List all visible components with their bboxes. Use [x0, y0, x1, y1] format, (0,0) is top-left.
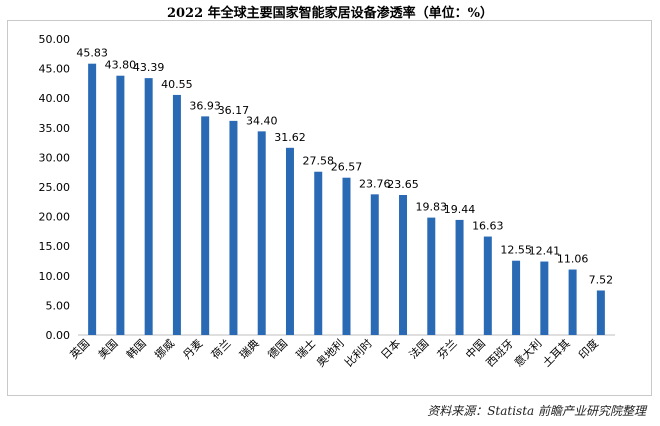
- category-label: 印度: [576, 336, 601, 361]
- y-tick-label: 45.00: [39, 63, 71, 76]
- data-label: 31.62: [274, 131, 306, 144]
- y-tick-label: 40.00: [39, 92, 71, 105]
- data-label: 43.80: [105, 59, 137, 72]
- bar: [370, 194, 379, 335]
- data-label: 40.55: [161, 78, 193, 91]
- category-label: 意大利: [511, 336, 544, 369]
- bar: [314, 171, 323, 335]
- category-label: 奥地利: [313, 336, 346, 369]
- y-tick-label: 15.00: [39, 240, 71, 253]
- category-label: 英国: [67, 336, 92, 361]
- category-label: 比利时: [342, 337, 375, 370]
- bar: [512, 260, 521, 335]
- data-label: 12.55: [500, 244, 532, 257]
- chart-title: 2022 年全球主要国家智能家居设备渗透率（单位：%）: [166, 6, 494, 21]
- category-label: 中国: [463, 337, 488, 362]
- bar: [483, 236, 492, 335]
- data-label: 19.44: [444, 203, 476, 216]
- bar: [285, 147, 294, 335]
- y-tick-label: 50.00: [39, 33, 71, 46]
- bar: [540, 261, 549, 335]
- category-label: 瑞典: [236, 336, 261, 361]
- data-label: 16.63: [472, 220, 504, 233]
- category-label: 法国: [406, 336, 431, 361]
- category-label: 瑞士: [293, 336, 318, 361]
- data-label: 43.39: [133, 61, 165, 74]
- bar: [257, 131, 266, 335]
- bar: [229, 120, 238, 335]
- data-label: 27.58: [302, 155, 334, 168]
- data-label: 45.83: [76, 47, 108, 60]
- y-tick-label: 10.00: [39, 270, 71, 283]
- category-label: 韩国: [123, 336, 148, 361]
- bar: [568, 269, 577, 335]
- bar: [427, 217, 436, 335]
- bar: [399, 194, 408, 335]
- data-label: 19.83: [416, 201, 448, 214]
- y-tick-label: 35.00: [39, 122, 71, 135]
- category-label: 土耳其: [540, 337, 573, 370]
- category-label: 荷兰: [209, 337, 234, 362]
- bar: [88, 63, 97, 335]
- bar: [342, 177, 351, 335]
- bar: [144, 78, 153, 336]
- data-label: 12.41: [529, 245, 561, 258]
- data-label: 7.52: [589, 273, 614, 286]
- y-tick-label: 25.00: [39, 181, 71, 194]
- data-label: 11.06: [557, 253, 589, 266]
- category-label: 芬兰: [435, 337, 460, 362]
- source-note: 资料来源：Statista 前瞻产业研究院整理: [427, 404, 646, 418]
- y-tick-label: 20.00: [39, 211, 71, 224]
- bar: [172, 94, 181, 335]
- category-label: 西班牙: [484, 337, 517, 370]
- data-label: 34.40: [246, 114, 278, 127]
- y-tick-label: 0.00: [46, 329, 71, 342]
- bar: [455, 219, 464, 335]
- data-label: 36.93: [189, 99, 221, 112]
- category-label: 丹麦: [181, 337, 206, 362]
- bar: [201, 116, 210, 336]
- data-label: 23.76: [359, 177, 391, 190]
- category-label: 美国: [96, 337, 121, 362]
- bar: [596, 290, 605, 335]
- y-tick-label: 5.00: [46, 299, 71, 312]
- category-label: 德国: [265, 336, 290, 361]
- bar: [116, 75, 125, 335]
- data-label: 23.65: [387, 178, 419, 191]
- data-label: 26.57: [331, 161, 363, 174]
- category-label: 挪威: [152, 336, 177, 361]
- data-label: 36.17: [218, 104, 250, 117]
- chart-frame: [7, 20, 652, 396]
- y-tick-label: 30.00: [39, 151, 71, 164]
- category-label: 日本: [378, 336, 403, 361]
